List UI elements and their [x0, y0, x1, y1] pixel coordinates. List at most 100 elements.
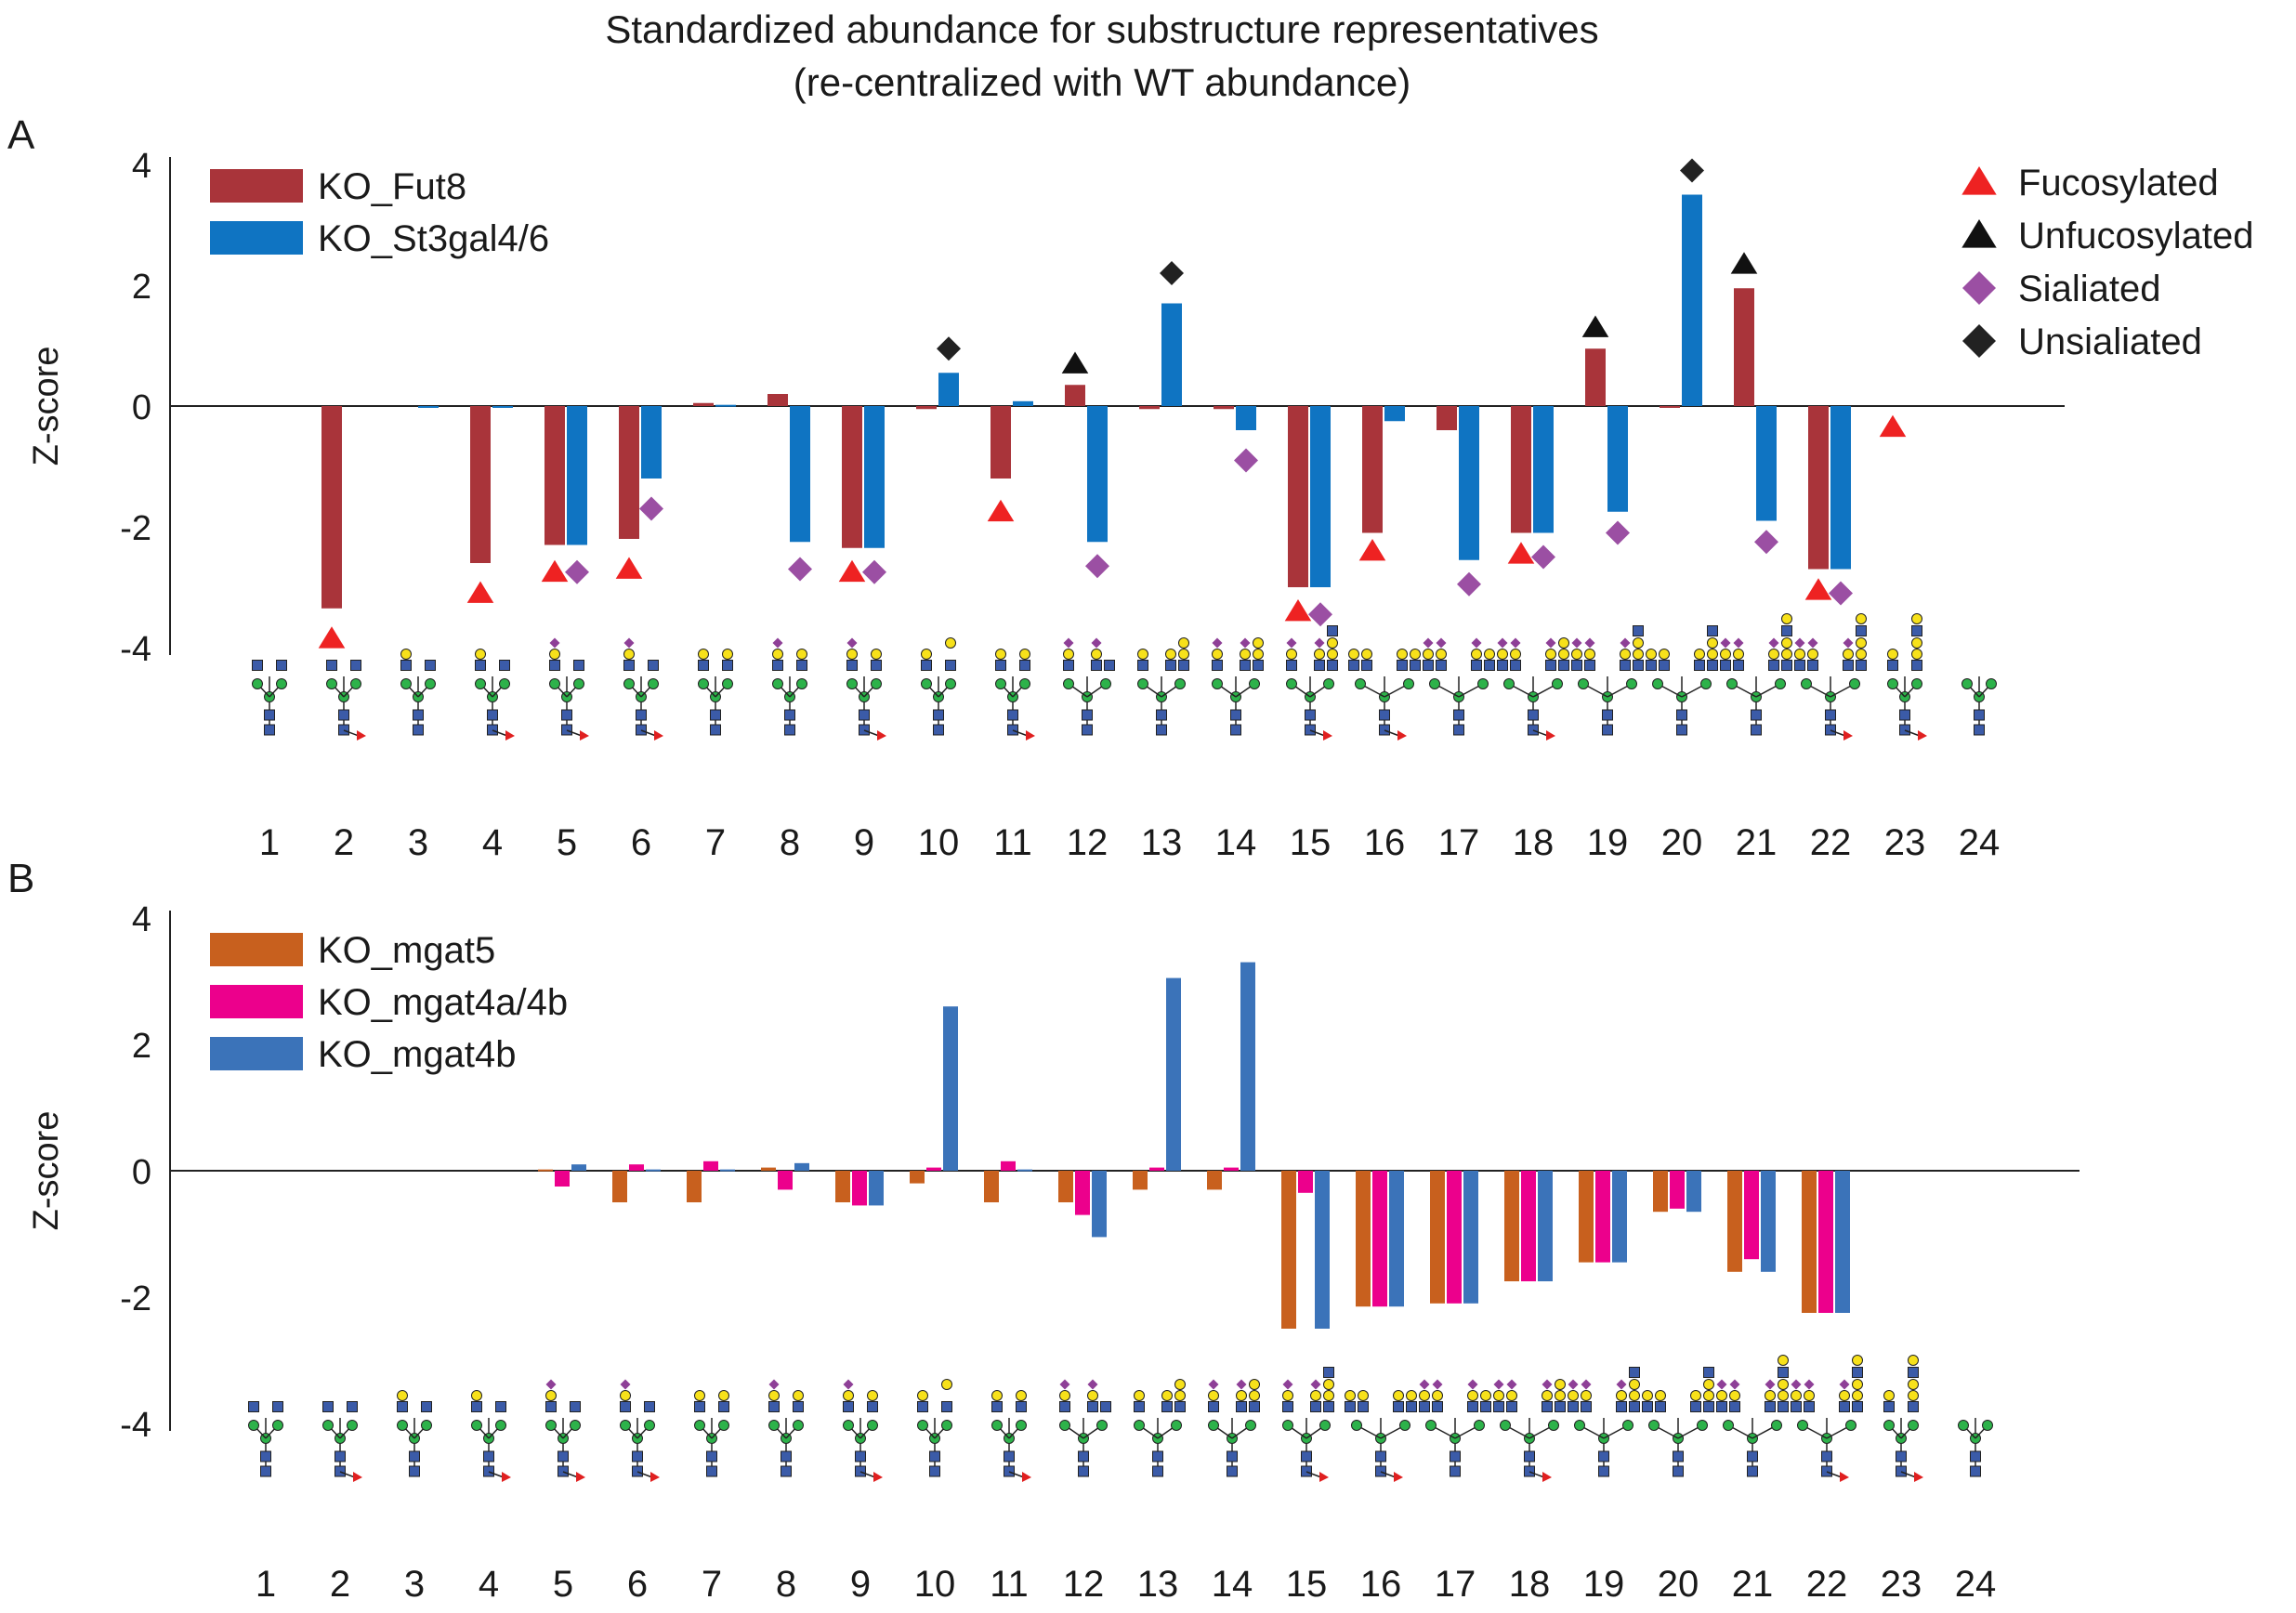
- glycan-galactose: [722, 649, 733, 660]
- glycan-glcnac: [1781, 625, 1792, 636]
- glycan-core-square: [1230, 724, 1241, 736]
- glycan-core-square: [929, 1465, 940, 1477]
- marker-legend-symbol: [1962, 271, 1996, 305]
- bar-ko-st3gal4-6: [790, 406, 810, 543]
- glycan-mannose: [1245, 1420, 1256, 1431]
- glycan-core-square: [1004, 1465, 1015, 1477]
- glycan-glcnac: [1733, 660, 1744, 671]
- glycan-galactose: [1694, 649, 1705, 660]
- glycan-mannose: [1174, 678, 1186, 689]
- glycan-fucose: [580, 730, 589, 741]
- glycan-galactose: [1059, 1390, 1070, 1401]
- glycan-galactose: [1558, 637, 1569, 649]
- glycan-glcnac: [1839, 1401, 1850, 1412]
- glycan-mannose: [1961, 678, 1973, 689]
- glycan-mannose: [248, 1420, 259, 1431]
- glycan-fucose: [1542, 1472, 1552, 1482]
- glycan-core-square: [859, 724, 870, 736]
- marker-sialiated: [1531, 544, 1555, 570]
- category-label: 5: [553, 1564, 573, 1605]
- glycan-mannose: [1574, 1420, 1585, 1431]
- glycan-galactose: [1323, 1390, 1334, 1401]
- category-label: 20: [1661, 822, 1703, 863]
- glycan-mannose: [1212, 678, 1223, 689]
- marker-sialiated: [1308, 602, 1332, 627]
- glycan-core-square: [338, 724, 349, 736]
- glycan-sialic-acid: [1087, 1379, 1098, 1390]
- marker-unfucosylated: [1581, 315, 1609, 337]
- category-label: 18: [1509, 1564, 1551, 1605]
- glycan-glcnac: [545, 1401, 557, 1412]
- glycan-galactose: [1327, 649, 1338, 660]
- glycan-sialic-acid: [1423, 637, 1434, 649]
- marker-fucosylated: [1284, 599, 1312, 622]
- glycan-glcnac: [1690, 1401, 1701, 1412]
- glycan-galactose: [871, 649, 882, 660]
- glycan-galactose: [1471, 649, 1482, 660]
- y-tick-label: 2: [132, 268, 151, 307]
- bar-ko-mgat4a-4b: [1818, 1171, 1833, 1313]
- glycan-core-square: [1970, 1465, 1981, 1477]
- glycan-glcnac: [1843, 660, 1854, 671]
- y-tick-label: 4: [132, 147, 151, 186]
- glycan-glcnac: [1703, 1367, 1714, 1378]
- glycan-mannose: [1700, 678, 1712, 689]
- bar-ko-st3gal4-6: [492, 406, 513, 408]
- glycan-mannose: [867, 1420, 878, 1431]
- glycan-galactose: [1286, 649, 1297, 660]
- bar-ko-st3gal4-6: [418, 406, 439, 408]
- glycan-glcnac: [1484, 660, 1495, 671]
- glycan-glcnac: [1852, 1367, 1863, 1378]
- marker-fucosylated: [1358, 539, 1386, 561]
- bar-ko-fut8: [544, 406, 565, 545]
- glycan-glcnac: [1419, 1401, 1430, 1412]
- glycan-galactose: [1327, 637, 1338, 649]
- bar-ko-st3gal4-6: [1607, 406, 1628, 512]
- category-label: 2: [330, 1564, 350, 1605]
- glycan-core-square: [1379, 724, 1390, 736]
- category-label: 4: [482, 822, 503, 863]
- glycan-fucose: [1918, 730, 1927, 741]
- bar-ko-st3gal4-6: [715, 404, 736, 407]
- glycan-galactose: [1208, 1390, 1219, 1401]
- glycan-galactose: [1063, 649, 1074, 660]
- glycan-galactose: [1019, 649, 1030, 660]
- glycan-fucose: [1914, 1472, 1923, 1482]
- glycan-galactose: [1240, 649, 1251, 660]
- glycan-sialic-acid: [1314, 637, 1325, 649]
- glycan-core-square: [859, 709, 870, 721]
- marker-unfucosylated: [1061, 351, 1089, 374]
- glycan-core-square: [1974, 724, 1985, 736]
- bar-ko-fut8: [1808, 406, 1829, 570]
- glycan-sialic-acid: [1091, 637, 1102, 649]
- glycan-glcnac: [1581, 1401, 1592, 1412]
- glycan-mannose: [1552, 678, 1563, 689]
- category-label: 11: [993, 822, 1032, 863]
- glycan-galactose: [1558, 649, 1569, 660]
- glycan-glcnac: [1729, 1401, 1740, 1412]
- glycan-core-square: [335, 1465, 346, 1477]
- bar-ko-mgat5: [835, 1171, 850, 1202]
- glycan-glcnac: [1703, 1401, 1714, 1412]
- glycan-glcnac: [991, 1401, 1003, 1412]
- category-label: 19: [1587, 822, 1629, 863]
- glycan-glcnac: [867, 1401, 878, 1412]
- bar-ko-mgat4b: [1315, 1171, 1330, 1329]
- category-label: 8: [780, 822, 800, 863]
- category-label: 3: [408, 822, 428, 863]
- glycan-mannose: [1059, 1420, 1070, 1431]
- glycan-galactose: [921, 649, 932, 660]
- glycan-glcnac: [248, 1401, 259, 1412]
- category-label: 15: [1290, 822, 1332, 863]
- glycan-galactose: [1568, 1390, 1579, 1401]
- category-label: 12: [1067, 822, 1109, 863]
- glycan-sialic-acid: [1794, 637, 1805, 649]
- glycan-mannose: [1100, 678, 1111, 689]
- glycan-glcnac: [768, 1401, 780, 1412]
- glycan-core-square: [409, 1450, 420, 1462]
- category-label: 18: [1513, 822, 1555, 863]
- glycan-fucose: [1394, 1472, 1403, 1482]
- glycan-glcnac: [1804, 1401, 1815, 1412]
- glycan-core-square: [1602, 724, 1613, 736]
